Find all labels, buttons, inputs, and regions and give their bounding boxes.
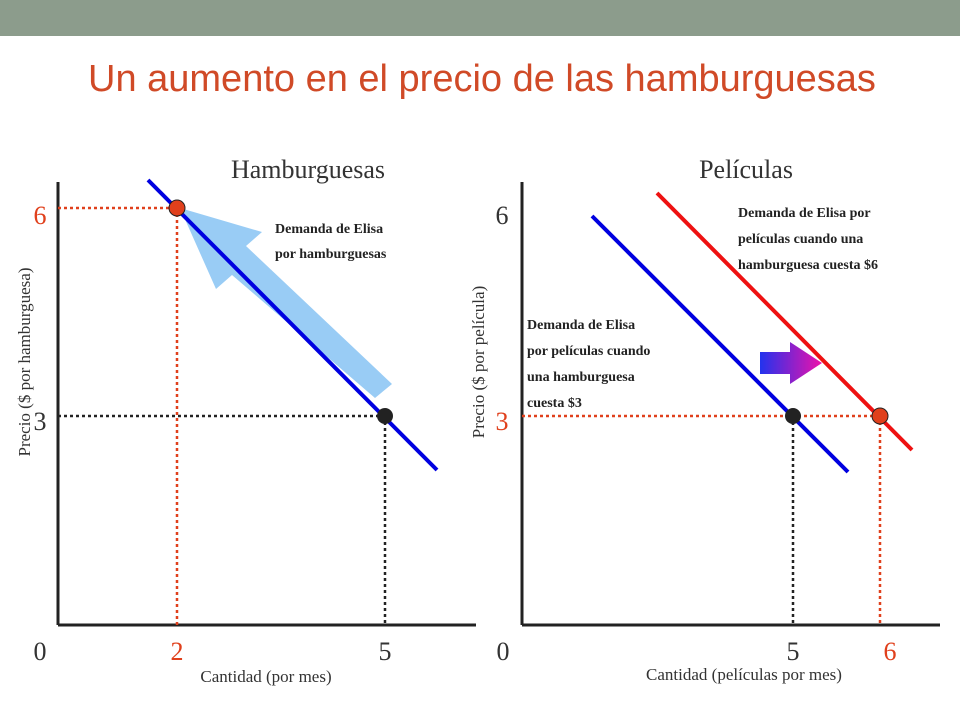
movies-panel-heading: Películas [699, 155, 793, 184]
movies-x-tick-5: 5 [787, 637, 800, 666]
top-banner [0, 0, 960, 36]
movies-demand-old-label-4: cuesta $3 [527, 396, 582, 411]
point-quantity-6 [871, 407, 889, 425]
y-tick-6: 6 [34, 201, 47, 230]
movement-along-demand-arrow [180, 208, 392, 398]
movies-demand-curve-original [590, 214, 850, 474]
movies-x-tick-6: 6 [884, 637, 897, 666]
movies-y-tick-6: 6 [496, 201, 509, 230]
demand-shift-arrow [760, 342, 822, 384]
movies-demand-old-label-3: una hamburguesa [527, 370, 635, 385]
hamburger-demand-label-1: Demanda de Elisa [275, 222, 383, 237]
origin-label: 0 [34, 637, 47, 666]
hamburger-x-axis-label: Cantidad (por mes) [200, 667, 331, 686]
movies-demand-old-label-1: Demanda de Elisa [527, 318, 635, 333]
movies-x-axis-label: Cantidad (películas por mes) [646, 665, 842, 684]
hamburger-panel-heading: Hamburguesas [231, 155, 385, 184]
point-price-6 [168, 199, 186, 217]
movies-demand-new-label-3: hamburguesa cuesta $6 [738, 258, 878, 273]
movies-y-axis-label: Precio ($ por película) [469, 286, 488, 438]
point-price-3 [377, 408, 393, 424]
movies-demand-old-label-2: por películas cuando [527, 344, 650, 359]
hamburger-panel: Hamburguesas 6 3 0 2 5 Cantidad (por mes… [15, 155, 476, 686]
y-tick-3: 3 [34, 407, 47, 436]
hamburger-y-axis-label: Precio ($ por hamburguesa) [15, 268, 34, 457]
hamburger-demand-label-2: por hamburguesas [275, 247, 387, 262]
movies-y-tick-3: 3 [496, 407, 509, 436]
movies-origin-label: 0 [497, 637, 510, 666]
x-tick-2: 2 [171, 637, 184, 666]
movies-demand-curve-shifted [655, 191, 914, 452]
x-tick-5: 5 [379, 637, 392, 666]
movies-demand-new-label-1: Demanda de Elisa por [738, 206, 871, 221]
movies-panel: Películas 6 3 0 5 6 Cantidad (películas … [469, 155, 940, 684]
point-quantity-5 [785, 408, 801, 424]
slide-title: Un aumento en el precio de las hamburgue… [88, 58, 876, 100]
movies-demand-new-label-2: películas cuando una [738, 232, 863, 247]
